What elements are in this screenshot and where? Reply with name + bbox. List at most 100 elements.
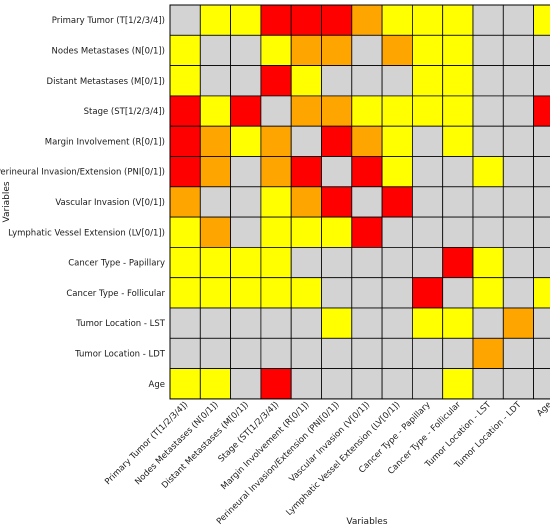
- heatmap-cell: [290, 34, 322, 66]
- heatmap-cell: [199, 125, 232, 157]
- heatmap-cell: [230, 307, 262, 339]
- heatmap-cell: [411, 186, 444, 218]
- heatmap-cell: [442, 125, 474, 157]
- heatmap-cell: [230, 216, 262, 248]
- heatmap-cell: [290, 368, 322, 400]
- heatmap-cell: [381, 216, 413, 248]
- heatmap-cell: [290, 277, 322, 309]
- heatmap-cell: [230, 337, 262, 369]
- heatmap-cell: [442, 34, 474, 66]
- heatmap-cell: [169, 65, 201, 97]
- heatmap-cell: [472, 246, 504, 279]
- heatmap-cell: [381, 307, 413, 339]
- heatmap-cell: [502, 186, 534, 218]
- row-tick-label: Age: [149, 380, 165, 390]
- heatmap-cell: [381, 34, 413, 66]
- row-tick-label: Distant Metastases (M[0/1]): [47, 77, 165, 87]
- row-tick-label: Margin Involvement (R[0/1]): [45, 137, 165, 147]
- y-axis-label: Variables: [2, 181, 12, 222]
- heatmap-cell: [351, 95, 383, 127]
- heatmap-cell: [381, 337, 413, 369]
- heatmap-cell: [351, 65, 383, 97]
- heatmap-cell: [472, 337, 504, 369]
- heatmap-cell: [442, 216, 474, 248]
- heatmap-cell: [502, 125, 534, 157]
- column-tick-labels: Primary Tumor (T[1/2/3/4])Nodes Metastas…: [103, 399, 550, 526]
- heatmap-cell: [381, 277, 413, 309]
- heatmap-cell: [321, 125, 353, 157]
- heatmap-cell: [290, 125, 322, 157]
- heatmap-cell: [321, 307, 353, 339]
- row-tick-label: Tumor Location - LDT: [74, 349, 166, 359]
- heatmap-cell: [290, 65, 322, 97]
- heatmap-cell: [411, 65, 444, 97]
- heatmap-cell: [290, 95, 322, 127]
- heatmap-cell: [533, 307, 550, 339]
- heatmap-cell: [199, 95, 232, 127]
- heatmap-cell: [230, 277, 262, 309]
- heatmap-cell: [533, 34, 550, 66]
- heatmap-cell: [230, 156, 262, 188]
- heatmap-cell: [199, 246, 232, 279]
- row-tick-label: Cancer Type - Follicular: [66, 289, 165, 299]
- heatmap-cell: [199, 368, 232, 400]
- heatmap-cell: [533, 216, 550, 248]
- heatmap-cell: [472, 156, 504, 188]
- heatmap-cell: [169, 4, 201, 36]
- heatmap-cell: [381, 186, 413, 218]
- heatmap-cells: [169, 4, 550, 400]
- heatmap-cell: [411, 4, 444, 36]
- heatmap-cell: [351, 337, 383, 369]
- column-tick-label: Age: [535, 400, 550, 419]
- column-tick-label: Lymphatic Vessel Extension (LV[0/1]): [284, 400, 402, 518]
- heatmap-cell: [230, 65, 262, 97]
- heatmap-cell: [260, 34, 292, 66]
- heatmap-cell: [199, 337, 232, 369]
- heatmap-cell: [290, 307, 322, 339]
- heatmap-cell: [411, 216, 444, 248]
- heatmap-cell: [381, 65, 413, 97]
- heatmap-cell: [351, 246, 383, 279]
- heatmap-cell: [442, 186, 474, 218]
- heatmap-cell: [411, 156, 444, 188]
- heatmap-cell: [230, 125, 262, 157]
- heatmap-cell: [442, 4, 474, 36]
- heatmap-cell: [260, 65, 292, 97]
- heatmap-cell: [533, 125, 550, 157]
- heatmap-cell: [169, 156, 201, 188]
- row-tick-label: Stage (ST[1/2/3/4]): [84, 107, 165, 117]
- heatmap-cell: [411, 307, 444, 339]
- row-tick-label: Vascular Invasion (V[0/1]): [55, 198, 165, 208]
- heatmap-cell: [502, 277, 534, 309]
- heatmap-cell: [502, 337, 534, 369]
- heatmap-cell: [472, 34, 504, 66]
- heatmap-cell: [321, 156, 353, 188]
- heatmap-cell: [533, 246, 550, 279]
- heatmap-cell: [169, 186, 201, 218]
- heatmap-cell: [472, 95, 504, 127]
- heatmap-cell: [351, 216, 383, 248]
- heatmap-cell: [169, 368, 201, 400]
- heatmap-cell: [321, 216, 353, 248]
- row-tick-label: Tumor Location - LST: [75, 319, 166, 329]
- heatmap-cell: [502, 368, 534, 400]
- heatmap-cell: [290, 4, 322, 36]
- heatmap-cell: [533, 65, 550, 97]
- heatmap-cell: [290, 246, 322, 279]
- heatmap-cell: [502, 307, 534, 339]
- heatmap-cell: [533, 337, 550, 369]
- heatmap-cell: [321, 186, 353, 218]
- heatmap-cell: [411, 277, 444, 309]
- heatmap-cell: [260, 216, 292, 248]
- heatmap-cell: [442, 368, 474, 400]
- heatmap-cell: [472, 4, 504, 36]
- heatmap-cell: [533, 95, 550, 127]
- heatmap-cell: [260, 368, 292, 400]
- heatmap-cell: [290, 156, 322, 188]
- heatmap-cell: [260, 4, 292, 36]
- heatmap-cell: [169, 337, 201, 369]
- heatmap-cell: [230, 4, 262, 36]
- heatmap-cell: [502, 216, 534, 248]
- heatmap-cell: [381, 4, 413, 36]
- heatmap-cell: [442, 337, 474, 369]
